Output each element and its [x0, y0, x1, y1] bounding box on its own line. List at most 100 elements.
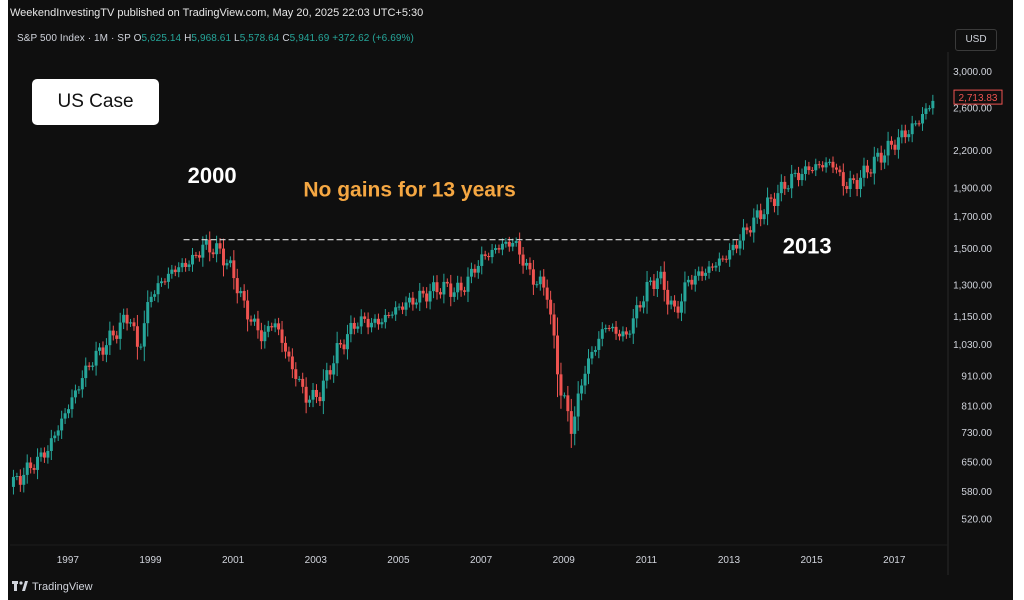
- candle-body: [469, 268, 473, 277]
- candle-body: [797, 172, 801, 181]
- tradingview-logo[interactable]: TradingView: [12, 581, 93, 593]
- candle-body: [125, 314, 129, 324]
- annotation-no-gains: No gains for 13 years: [303, 178, 515, 201]
- candle-body: [745, 227, 749, 231]
- y-tick-label: 810.00: [961, 401, 992, 412]
- candle-body: [18, 476, 22, 485]
- candle-body: [366, 318, 370, 328]
- candle-body: [404, 302, 408, 310]
- close-label: C: [282, 33, 290, 44]
- candle-body: [807, 166, 811, 171]
- candle-body: [452, 292, 456, 297]
- candle-body: [194, 254, 198, 256]
- candle-body: [345, 334, 349, 350]
- candle-body: [77, 389, 81, 391]
- candle-body: [483, 254, 487, 257]
- candle-body: [497, 248, 501, 250]
- x-tick-label: 1997: [57, 555, 80, 566]
- candle-body: [239, 291, 243, 294]
- candle-body: [480, 254, 484, 266]
- candle-body: [507, 241, 511, 247]
- candle-body: [583, 373, 587, 386]
- x-tick-label: 2003: [305, 555, 328, 566]
- candle-body: [218, 243, 222, 249]
- candle-body: [728, 250, 732, 260]
- y-tick-label: 520.00: [961, 515, 992, 526]
- candle-body: [394, 307, 398, 315]
- candle-body: [559, 374, 563, 396]
- y-tick-label: 1,500.00: [953, 244, 992, 255]
- candle-body: [39, 452, 43, 457]
- candle-body: [166, 273, 170, 282]
- candle-body: [535, 284, 539, 286]
- candle-body: [339, 343, 343, 345]
- candle-body: [652, 280, 656, 290]
- candle-body: [525, 262, 529, 266]
- candle-body: [504, 241, 508, 244]
- candle-body: [104, 345, 108, 355]
- candle-body: [373, 318, 377, 323]
- candle-body: [91, 365, 95, 367]
- candle-body: [149, 296, 153, 303]
- candle-body: [724, 258, 728, 260]
- candle-body: [221, 248, 225, 266]
- candle-body: [779, 181, 783, 194]
- candle-body: [755, 210, 759, 218]
- candle-body: [129, 322, 133, 324]
- candle-body: [363, 316, 367, 319]
- candle-body: [549, 299, 553, 315]
- candle-body: [263, 331, 267, 342]
- candle-body: [73, 390, 77, 398]
- candle-body: [683, 282, 687, 302]
- last-price-box: [953, 89, 1003, 105]
- candle-body: [287, 351, 291, 357]
- candle-body: [397, 306, 401, 308]
- y-tick-label: 2,200.00: [953, 146, 992, 157]
- candle-body: [321, 380, 325, 402]
- candle-body: [259, 330, 263, 342]
- candle-body: [421, 290, 425, 294]
- high-value: 5,968.61: [191, 33, 232, 44]
- candle-body: [356, 326, 360, 329]
- candle-body: [607, 327, 611, 329]
- y-tick-label: 730.00: [961, 428, 992, 439]
- candle-body: [184, 262, 188, 267]
- symbol-legend: S&P 500 Index · 1M · SP O5,625.14 H5,968…: [17, 33, 414, 44]
- candle-body: [283, 342, 287, 352]
- candle-body: [294, 369, 298, 379]
- candle-body: [762, 214, 766, 220]
- candle-body: [432, 282, 436, 292]
- candle-body: [425, 293, 429, 302]
- candle-body: [738, 240, 742, 249]
- candle-body: [15, 476, 19, 478]
- close-value: 5,941.69: [289, 33, 330, 44]
- candle-body: [146, 302, 150, 324]
- candle-body: [528, 262, 532, 270]
- candle-body: [876, 152, 880, 157]
- candle-body: [487, 256, 491, 258]
- candle-body: [414, 302, 418, 305]
- candle-body: [70, 397, 74, 410]
- y-tick-label: 2,600.00: [953, 104, 992, 115]
- candle-body: [655, 278, 659, 290]
- y-tick-label: 910.00: [961, 372, 992, 383]
- candle-body: [270, 326, 274, 328]
- candle-body: [673, 300, 677, 307]
- candle-body: [593, 349, 597, 352]
- candle-body: [108, 330, 112, 346]
- candle-body: [63, 413, 67, 419]
- candle-body: [679, 301, 683, 313]
- candle-body: [638, 305, 642, 308]
- candle-body: [235, 278, 239, 294]
- candle-body: [748, 230, 752, 233]
- candle-body: [280, 329, 284, 343]
- change-value: +372.62 (+6.69%): [332, 33, 414, 44]
- chart-panel: [8, 0, 1013, 600]
- currency-button[interactable]: USD: [955, 29, 997, 51]
- us-case-badge: US Case: [32, 79, 159, 125]
- candle-body: [29, 462, 33, 469]
- candle-body: [910, 123, 914, 135]
- candle-body: [855, 180, 859, 189]
- candle-body: [752, 217, 756, 233]
